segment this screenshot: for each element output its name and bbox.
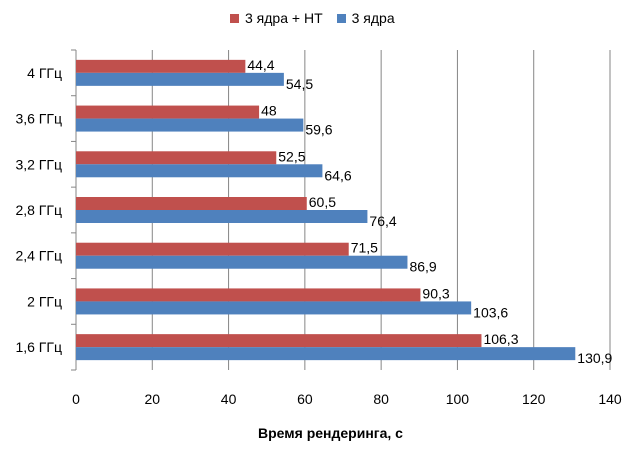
x-tick-label-1: 20 (144, 391, 160, 407)
x-tick-label-5: 100 (446, 391, 470, 407)
y-tick-label-1: 3,6 ГГц (15, 111, 62, 127)
data-label-s0-4: 71,5 (351, 240, 378, 256)
bar-s1-0 (76, 72, 284, 86)
data-label-s0-5: 90,3 (422, 285, 449, 301)
data-label-s0-6: 106,3 (483, 331, 518, 347)
legend-label-ht: 3 ядра + HT (245, 10, 323, 26)
x-tick-label-4: 80 (373, 391, 389, 407)
data-label-s1-0: 54,5 (286, 76, 313, 92)
data-label-s1-6: 130,9 (577, 350, 612, 366)
x-tick-label-6: 120 (522, 391, 546, 407)
bar-s1-2 (76, 164, 323, 178)
y-tick-label-2: 3,2 ГГц (15, 156, 62, 172)
data-label-s1-1: 59,6 (305, 122, 332, 138)
bar-s1-1 (76, 118, 304, 132)
bar-s0-6 (76, 334, 482, 348)
legend-swatch-ht (230, 13, 239, 23)
bar-s1-6 (76, 347, 576, 361)
data-label-s0-0: 44,4 (247, 57, 274, 73)
data-label-s1-4: 86,9 (409, 259, 436, 275)
legend-item-3core: 3 ядра (336, 10, 395, 26)
legend-label-3core: 3 ядра (351, 10, 395, 26)
bar-s0-0 (76, 59, 246, 73)
bar-s0-5 (76, 288, 421, 302)
bar-s0-3 (76, 197, 307, 210)
legend-item-ht: 3 ядра + HT (230, 10, 323, 26)
y-tick-label-6: 1,6 ГГц (15, 339, 62, 355)
x-tick-label-2: 40 (221, 391, 237, 407)
data-label-s1-2: 64,6 (324, 167, 351, 183)
y-tick-label-3: 2,8 ГГц (15, 202, 62, 218)
data-label-s0-1: 48 (261, 103, 277, 119)
data-label-s1-5: 103,6 (473, 304, 508, 320)
x-tick-label-7: 140 (598, 391, 622, 407)
y-tick-label-4: 2,4 ГГц (15, 248, 62, 264)
x-axis-title: Время рендеринга, с (258, 425, 403, 441)
bar-s1-3 (76, 210, 368, 223)
data-label-s0-3: 60,5 (309, 194, 336, 210)
y-tick-label-5: 2 ГГц (27, 293, 62, 309)
data-label-s1-3: 76,4 (369, 213, 396, 229)
bar-s0-4 (76, 242, 349, 256)
bar-s1-4 (76, 255, 408, 269)
x-tick-label-3: 60 (297, 391, 313, 407)
y-tick-label-0: 4 ГГц (27, 65, 62, 81)
data-label-s0-2: 52,5 (278, 148, 305, 164)
x-tick-label-0: 0 (72, 391, 80, 407)
bar-s1-5 (76, 301, 472, 315)
bar-s0-2 (76, 151, 277, 165)
bar-s0-1 (76, 105, 260, 119)
legend-swatch-3core (336, 13, 346, 23)
chart-legend: 3 ядра + HT 3 ядра (230, 10, 409, 26)
